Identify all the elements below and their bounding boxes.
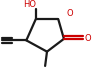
Text: O: O [84, 34, 91, 43]
Text: O: O [66, 10, 73, 18]
Text: HO: HO [23, 0, 36, 9]
